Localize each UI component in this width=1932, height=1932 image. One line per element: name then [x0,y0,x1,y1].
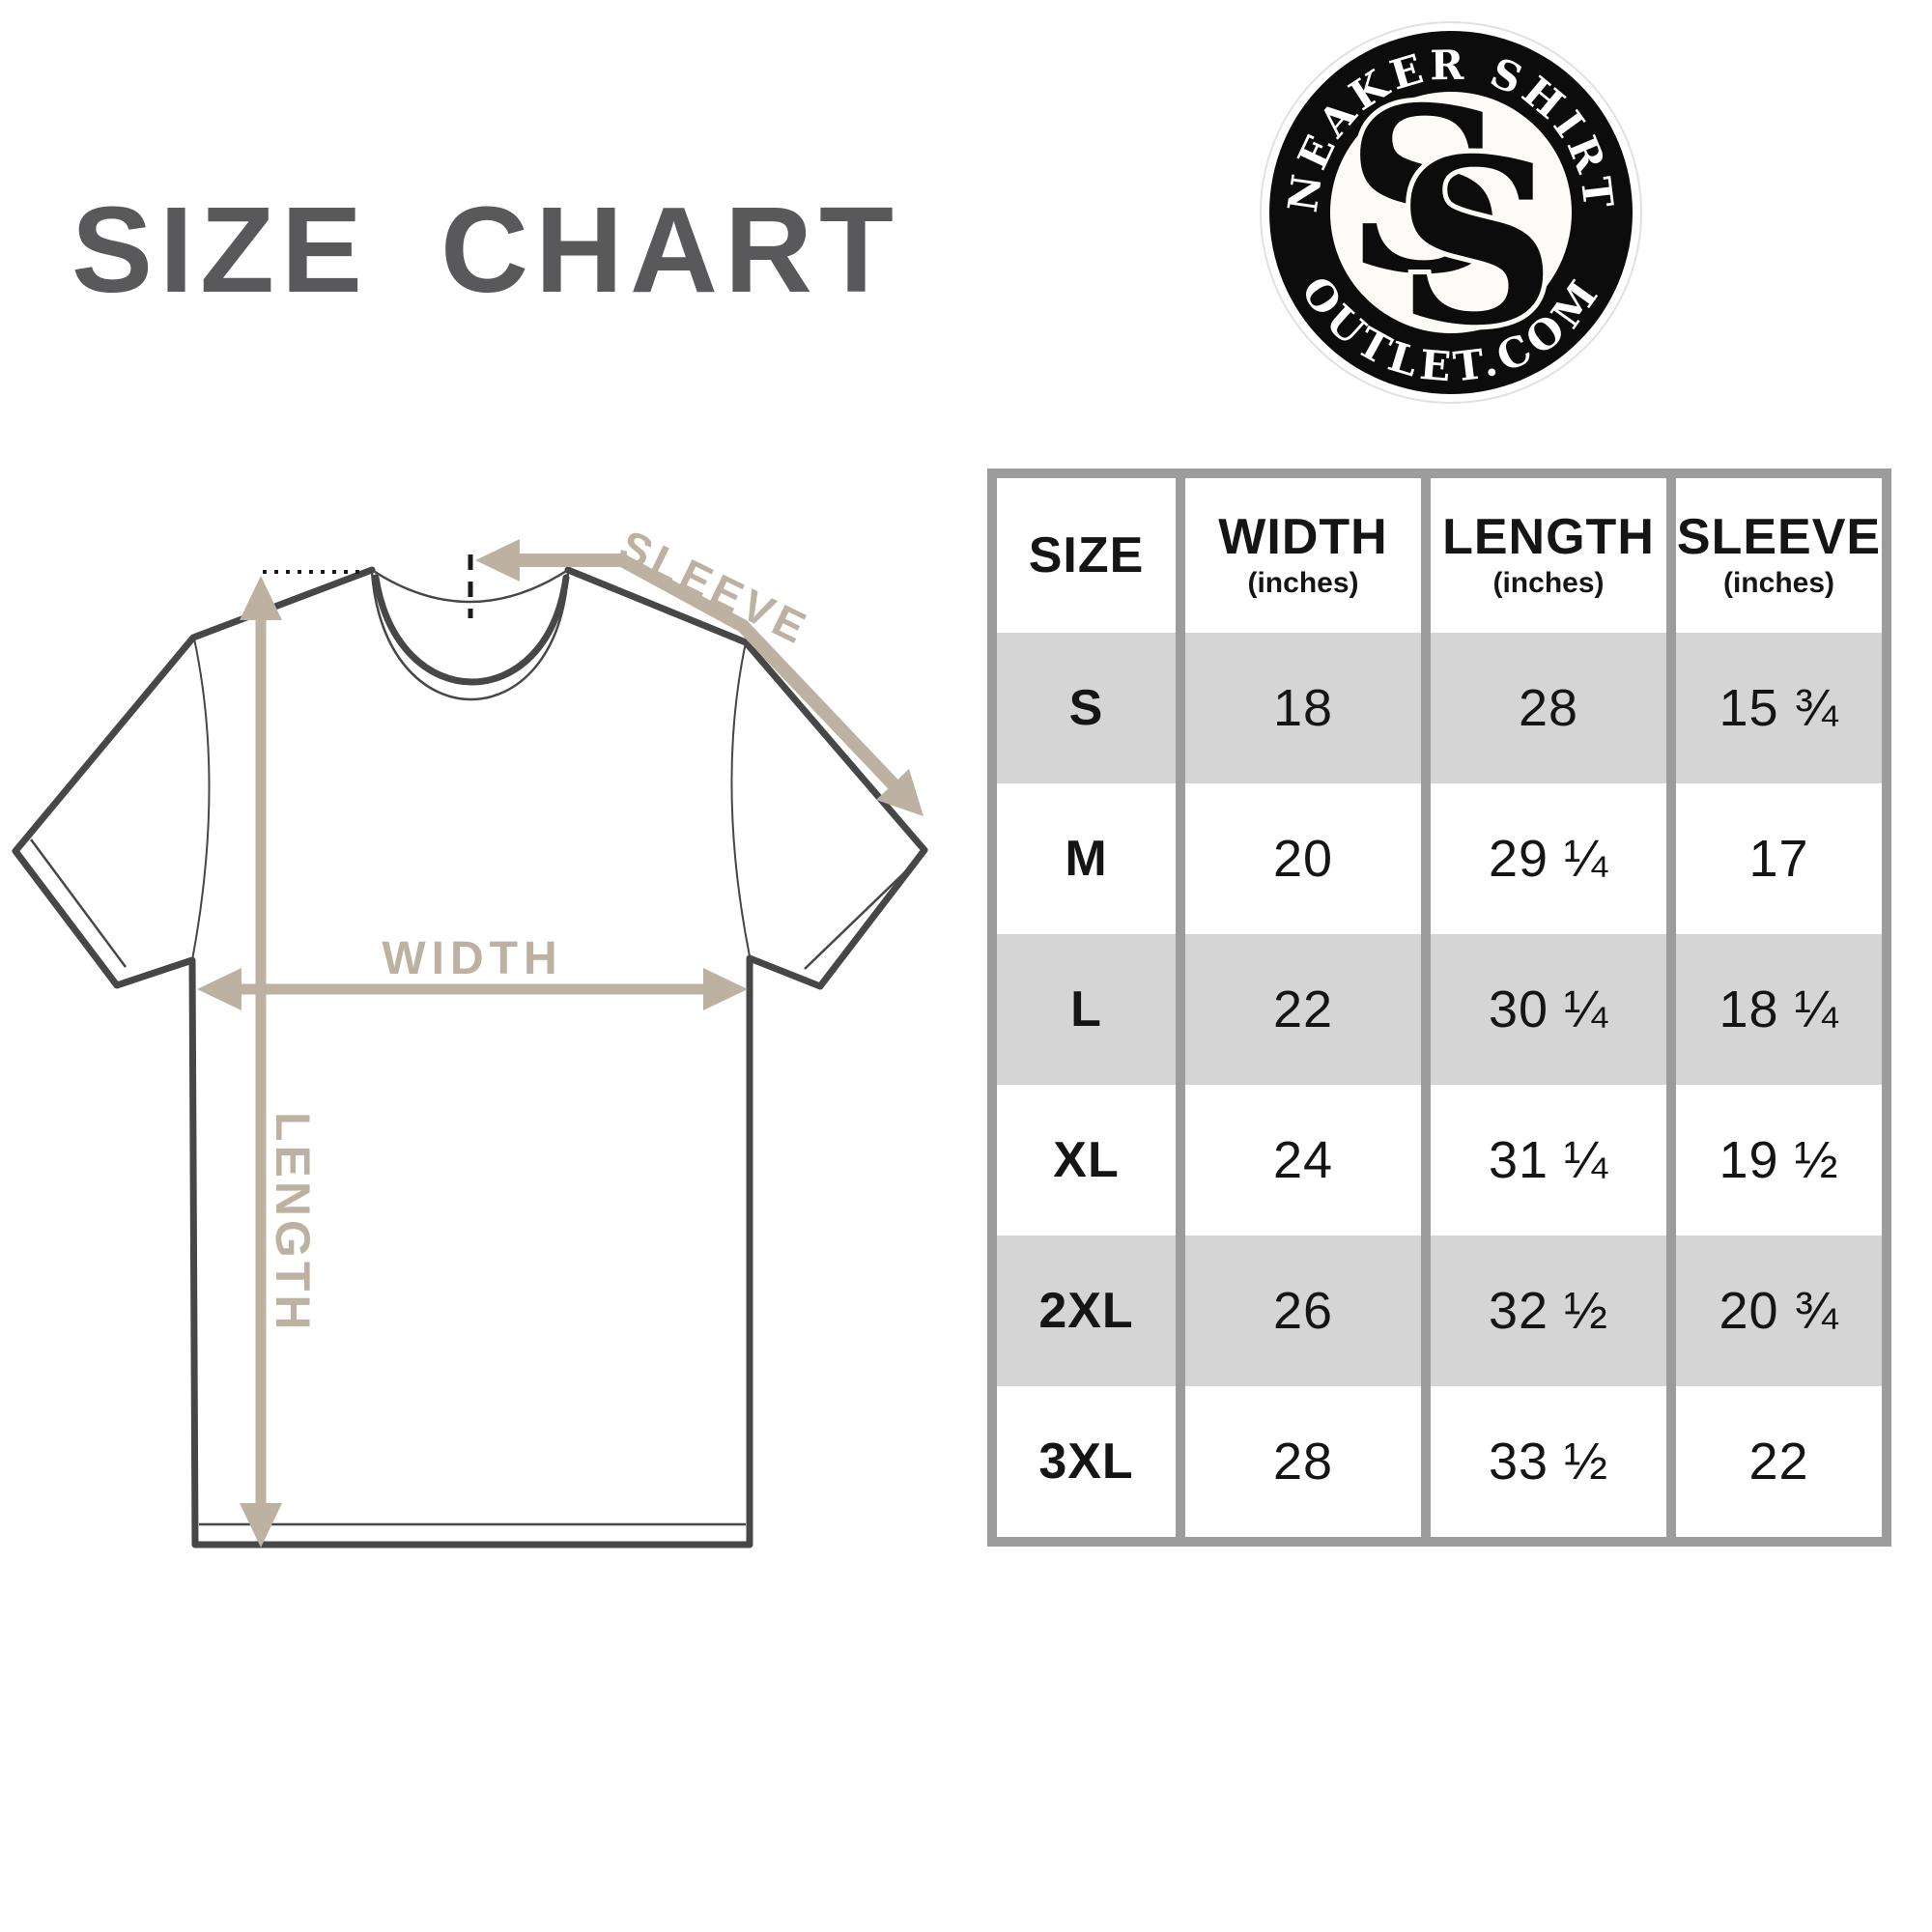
table-cell-3xl-length: 33 ½ [1431,1386,1666,1537]
length-label: LENGTH [266,1112,320,1334]
left-sleeve-hem-line [29,838,128,968]
table-cell-xl-size: XL [997,1085,1176,1236]
table-cell-3xl-width: 28 [1185,1386,1421,1537]
row-length-value: 29 ¼ [1488,830,1609,888]
header-cell-width: WIDTH (inches) [1185,478,1421,633]
size-table: SIZE WIDTH (inches) LENGTH (inches) SLEE… [987,469,1891,1547]
header-label: LENGTH [1442,508,1655,565]
table-cell-l-size: L [997,934,1176,1085]
row-sleeve-value: 22 [1748,1433,1809,1491]
row-size-label: 3XL [1038,1434,1134,1490]
logo-monogram-letter-back: S [1346,58,1506,325]
table-cell-l-width: 22 [1185,934,1421,1085]
row-width-value: 22 [1272,980,1334,1038]
header-label: SIZE [1028,526,1145,583]
table-cell-m-sleeve: 17 [1676,783,1882,934]
header-label: WIDTH [1218,508,1388,565]
table-cell-xl-width: 24 [1185,1085,1421,1236]
right-sleeve-hem-line [804,862,916,970]
right-armhole-seam [730,641,751,957]
row-sleeve-value: 19 ½ [1719,1131,1839,1189]
row-size-label: M [1065,831,1108,887]
table-cell-s-length: 28 [1431,633,1666,783]
logo-monogram-letter-front: S [1396,109,1556,376]
sleeve-arrow [475,539,923,816]
row-sleeve-value: 15 ¾ [1719,679,1839,737]
row-length-value: 33 ½ [1488,1433,1609,1491]
tshirt-body-fill [15,570,924,1545]
table-cell-2xl-size: 2XL [997,1236,1176,1386]
header-sub-label: (inches) [1722,567,1835,600]
collar-front-line [372,574,570,686]
header-sub-label: (inches) [1247,567,1359,600]
length-arrow [240,576,282,1548]
logo-inner-circle [1330,92,1572,333]
header-cell-size: SIZE [997,478,1176,633]
table-cell-m-size: M [997,783,1176,934]
row-width-value: 28 [1272,1433,1334,1491]
width-arrow [197,968,748,1010]
header-cell-length: LENGTH (inches) [1431,478,1666,633]
left-armhole-seam [191,638,211,961]
row-size-label: XL [1053,1132,1120,1188]
header-label: SLEEVE [1676,508,1882,565]
row-width-value: 26 [1272,1282,1334,1340]
width-label: WIDTH [382,933,562,984]
table-cell-2xl-sleeve: 20 ¾ [1676,1236,1882,1386]
page-title: SIZE CHART [71,182,900,318]
row-width-value: 18 [1272,679,1334,737]
table-cell-s-sleeve: 15 ¾ [1676,633,1882,783]
row-length-value: 31 ¼ [1488,1131,1609,1189]
table-cell-l-length: 30 ¼ [1431,934,1666,1085]
row-length-value: 32 ½ [1488,1282,1609,1340]
table-cell-3xl-size: 3XL [997,1386,1176,1537]
brand-logo: SNEAKER SHIRTS OUTLET.COM S S [1260,21,1642,404]
tshirt-outline [12,566,928,1548]
collar-seam-line [370,571,570,701]
row-size-label: 2XL [1038,1283,1134,1339]
table-cell-m-length: 29 ¼ [1431,783,1666,934]
table-cell-s-width: 18 [1185,633,1421,783]
table-cell-3xl-sleeve: 22 [1676,1386,1882,1537]
row-sleeve-value: 17 [1748,830,1809,888]
header-cell-sleeve: SLEEVE (inches) [1676,478,1882,633]
table-cell-l-sleeve: 18 ¼ [1676,934,1882,1085]
row-width-value: 20 [1272,830,1334,888]
table-cell-xl-sleeve: 19 ½ [1676,1085,1882,1236]
table-cell-2xl-width: 26 [1185,1236,1421,1386]
row-sleeve-value: 18 ¼ [1719,980,1839,1038]
row-width-value: 24 [1272,1131,1334,1189]
logo-monogram: S S [1341,53,1561,381]
table-cell-2xl-length: 32 ½ [1431,1236,1666,1386]
row-sleeve-value: 20 ¾ [1719,1282,1839,1340]
row-size-label: S [1068,680,1104,736]
collar-back-line [371,568,569,604]
row-length-value: 30 ¼ [1488,980,1609,1038]
row-size-label: L [1070,981,1102,1037]
table-cell-m-width: 20 [1185,783,1421,934]
row-length-value: 28 [1518,679,1579,737]
header-sub-label: (inches) [1492,567,1605,600]
table-cell-s-size: S [997,633,1176,783]
table-cell-xl-length: 31 ¼ [1431,1085,1666,1236]
